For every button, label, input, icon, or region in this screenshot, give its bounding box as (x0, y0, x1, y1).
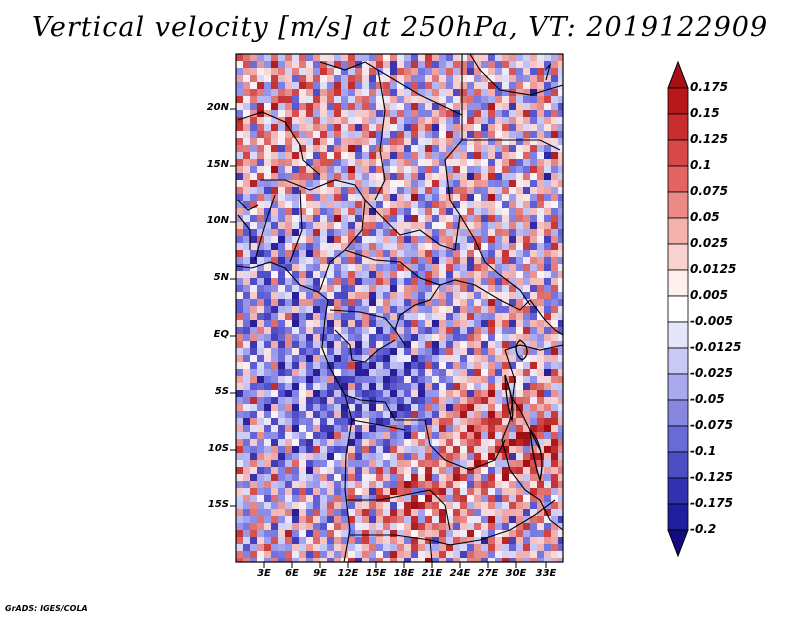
colorbar-segment (667, 139, 689, 167)
lon-label: 27E (477, 568, 499, 579)
border-line (334, 329, 396, 363)
border-line (394, 284, 441, 331)
lat-label: 20N (206, 102, 229, 113)
colorbar-top-arrow (667, 60, 689, 89)
colorbar-label: 0.0125 (690, 262, 737, 276)
border-line (254, 194, 276, 261)
lat-label: EQ (213, 329, 229, 340)
colorbar-label: 0.05 (690, 210, 720, 224)
lake-outline (504, 374, 514, 423)
lake-outline (515, 339, 528, 361)
border-line (235, 261, 353, 563)
colorbar-segment (667, 399, 689, 427)
colorbar-segment (667, 269, 689, 297)
lat-label: 5N (213, 272, 229, 283)
colorbar-label: 0.15 (690, 106, 720, 120)
lat-label: 10N (206, 215, 229, 226)
border-line (544, 63, 552, 81)
colorbar-segment (667, 295, 689, 323)
lat-label: 15N (206, 159, 229, 170)
colorbar-segment (667, 425, 689, 453)
colorbar-segment (667, 503, 689, 531)
colorbar-label: 0.075 (690, 184, 728, 198)
colorbar-segment (667, 373, 689, 401)
chart-title: Vertical velocity [m/s] at 250hPa, VT: 2… (31, 12, 769, 43)
border-line (504, 344, 564, 351)
colorbar-label: -0.2 (690, 522, 717, 536)
colorbar-label: -0.025 (690, 366, 733, 380)
lon-label: 21E (421, 568, 443, 579)
colorbar-label: 0.025 (690, 236, 728, 250)
border-line (501, 349, 564, 531)
colorbar-segment (667, 165, 689, 193)
colorbar-segment (667, 451, 689, 479)
lon-label: 30E (505, 568, 527, 579)
colorbar-segment (667, 243, 689, 271)
border-line (329, 309, 406, 346)
colorbar-label: 0.125 (690, 132, 728, 146)
lat-label: 15S (207, 499, 229, 510)
colorbar-label: 0.1 (690, 158, 712, 172)
colorbar-segment (667, 87, 689, 115)
colorbar-segment (667, 321, 689, 349)
lon-label: 3E (257, 568, 271, 579)
colorbar-segment (667, 113, 689, 141)
border-line (379, 214, 461, 251)
border-line (289, 189, 303, 263)
colorbar-label: 0.005 (690, 288, 728, 302)
colorbar-label: -0.175 (690, 496, 733, 510)
lat-label: 10S (207, 443, 229, 454)
border-line (346, 489, 451, 531)
colorbar-label: -0.075 (690, 418, 733, 432)
border-line (237, 199, 259, 211)
border-line (444, 54, 531, 306)
colorbar-segment (667, 477, 689, 505)
colorbar-label: -0.005 (690, 314, 733, 328)
colorbar-label: -0.05 (690, 392, 725, 406)
lon-label: 6E (285, 568, 299, 579)
border-line (377, 69, 463, 116)
border-line (350, 499, 556, 546)
border-line (529, 299, 564, 336)
lon-label: 15E (365, 568, 387, 579)
colorbar-label: 0.175 (690, 80, 728, 94)
lake-outline (529, 428, 543, 483)
border-line (509, 394, 541, 451)
colorbar-segment (667, 191, 689, 219)
colorbar-segment (667, 347, 689, 375)
border-line (344, 249, 531, 311)
border-line (237, 111, 321, 176)
colorbar-label: -0.0125 (690, 340, 742, 354)
border-line (351, 419, 406, 431)
lon-label: 24E (449, 568, 471, 579)
colorbar-label: -0.125 (690, 470, 733, 484)
map-frame (235, 53, 564, 563)
lat-label: 5S (214, 386, 229, 397)
border-line (319, 61, 386, 201)
colorbar-label: -0.1 (690, 444, 717, 458)
lon-label: 18E (393, 568, 415, 579)
lon-label: 12E (337, 568, 359, 579)
lon-label: 9E (313, 568, 327, 579)
colorbar-segment (667, 217, 689, 245)
border-line (344, 394, 506, 471)
colorbar-bottom-arrow (667, 529, 689, 558)
border-line (237, 214, 251, 250)
border-line (429, 539, 433, 563)
lon-label: 33E (535, 568, 557, 579)
velocity-field (236, 54, 563, 562)
border-line (469, 53, 564, 96)
border-line (462, 139, 561, 151)
grads-credit: GrADS: IGES/COLA (5, 604, 88, 613)
